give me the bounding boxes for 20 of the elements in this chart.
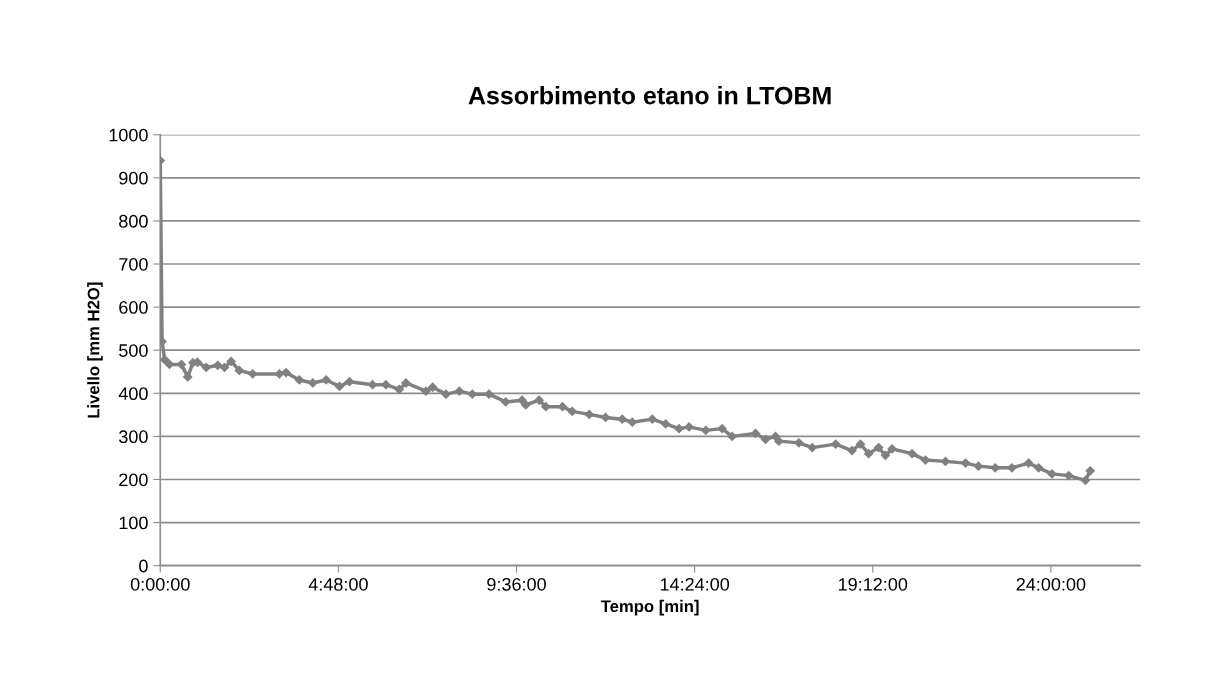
y-tick-label: 400: [118, 387, 148, 401]
y-tick-label: 700: [119, 257, 148, 271]
x-tick-label: 19:12:00: [838, 577, 908, 591]
y-tick-label: 200: [119, 473, 148, 487]
y-axis-title: Livello [mm H2O]: [87, 282, 103, 418]
y-tick-label: 800: [119, 214, 148, 228]
x-tick-label: 24:00:00: [1016, 577, 1086, 591]
y-tick-label: 500: [119, 344, 148, 357]
x-tick-label: 4:48:00: [308, 577, 368, 591]
x-tick-label: 9:36:00: [487, 577, 546, 591]
x-tick-label: 14:24:00: [660, 577, 730, 591]
x-axis-title: Tempo [min]: [600, 599, 699, 616]
x-tick-label: 0:00:00: [130, 577, 190, 591]
y-tick-label: 100: [119, 516, 148, 530]
y-tick-label: 600: [119, 301, 148, 314]
y-tick-label: 0: [139, 559, 148, 573]
chart-title: Assorbimento etano in LTOBM: [468, 86, 831, 105]
y-tick-label: 300: [119, 430, 148, 444]
y-tick-label: 900: [119, 171, 148, 185]
y-tick-label: 1000: [109, 128, 148, 142]
